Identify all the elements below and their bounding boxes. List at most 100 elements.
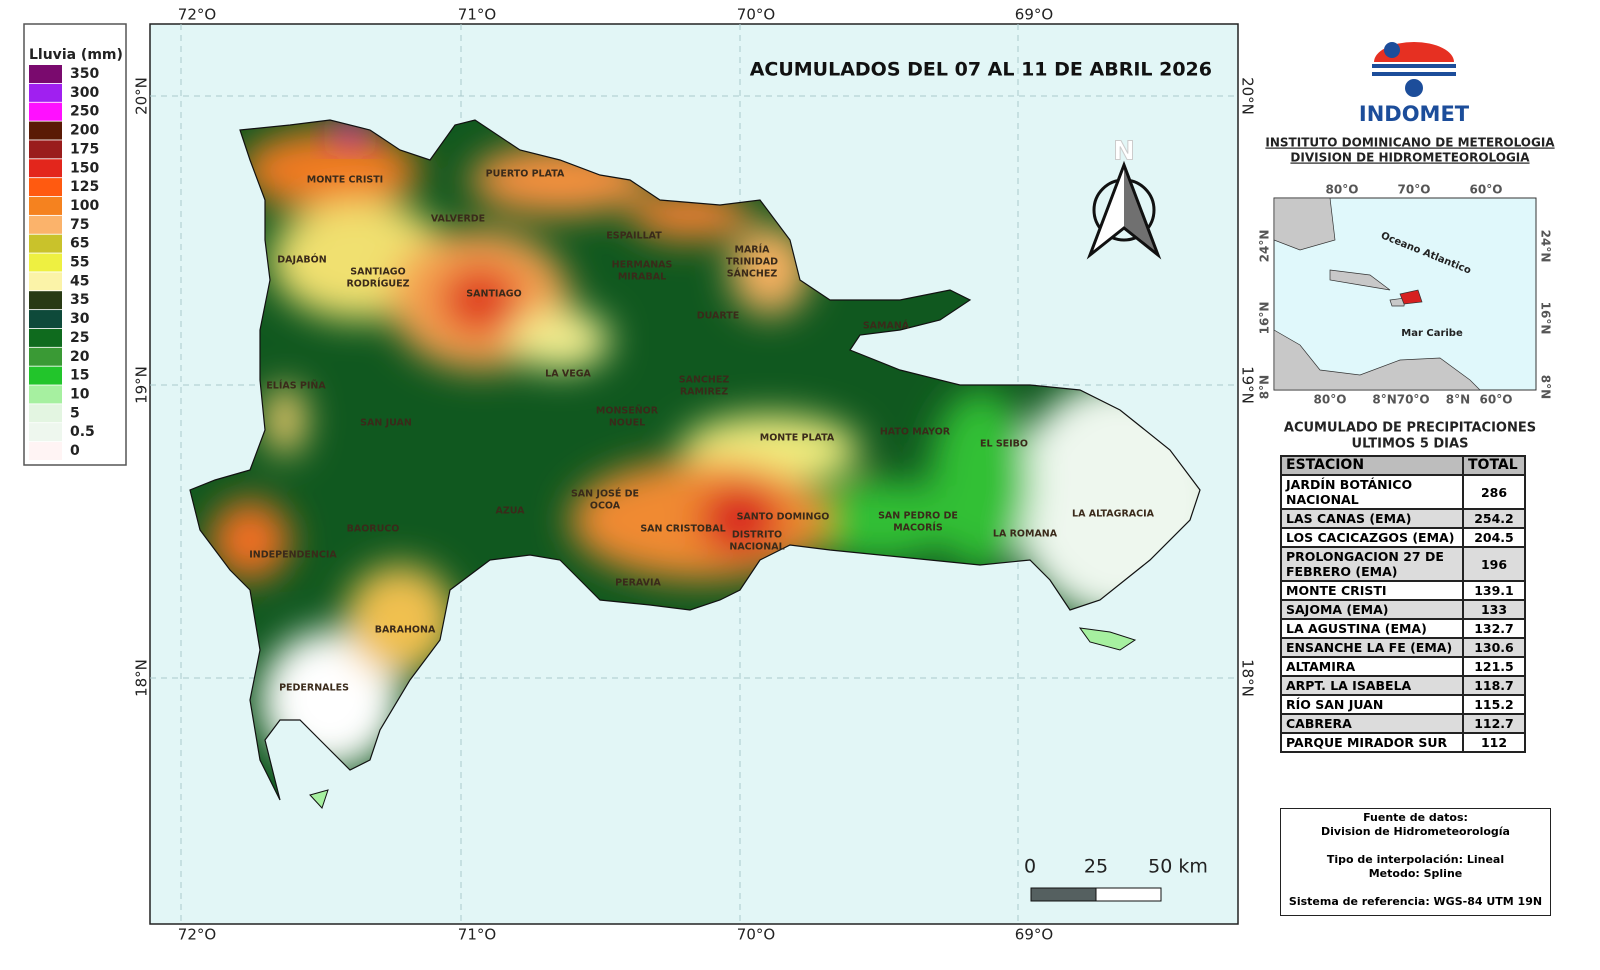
legend-label: 100 (70, 198, 99, 214)
province-label: SANTO DOMINGO (737, 512, 830, 523)
table-cell: TOTAL (1462, 455, 1526, 476)
table-cell: SAJOMA (EMA) (1280, 599, 1464, 620)
legend-label: 65 (70, 236, 89, 252)
lon-label: 69°O (1015, 926, 1053, 944)
inset-lon: 80°O (1314, 393, 1347, 407)
province-label: MARÍA (734, 244, 770, 256)
province-label: EL SEIBO (980, 439, 1028, 450)
legend-label: 350 (70, 66, 99, 82)
lon-label: 71°O (458, 926, 496, 944)
table-cell: ESTACION (1280, 455, 1464, 476)
table-title: ULTIMOS 5 DIAS (1352, 437, 1469, 452)
legend-swatch (29, 83, 62, 102)
province-label: BAORUCO (347, 524, 400, 535)
legend-label: 175 (70, 141, 99, 157)
province-label: DUARTE (697, 311, 740, 322)
table-cell: 133 (1462, 599, 1526, 620)
province-label: SANTIAGO (466, 289, 521, 300)
table-row: CABRERA 112.7 (1280, 713, 1526, 734)
legend-label: 55 (70, 255, 89, 271)
inset-dr (1399, 289, 1423, 305)
province-label: INDEPENDENCIA (249, 550, 337, 561)
table-row: RÍO SAN JUAN 115.2 (1280, 694, 1526, 715)
institute: INSTITUTO DOMINICANO DE METEROLOGIA (1265, 136, 1555, 150)
inset-lon: 80°O (1326, 183, 1359, 197)
north-label: N (1113, 137, 1135, 167)
province-label: HERMANAS (612, 260, 673, 271)
legend-swatch (29, 404, 62, 423)
province-label: MACORÍS (893, 522, 943, 534)
legend-swatch (29, 140, 62, 159)
scale-label: 50 km (1148, 856, 1208, 878)
source-line: Metodo: Spline (1368, 867, 1463, 880)
province-label: SANTIAGO (350, 267, 405, 278)
table-cell: 132.7 (1462, 618, 1526, 639)
source-line: Tipo de interpolación: Lineal (1326, 853, 1505, 866)
table-cell: ALTAMIRA (1280, 656, 1464, 677)
inset-lat: 16°N (1258, 302, 1272, 335)
table-row: PROLONGACION 27 DE FEBRERO (EMA) 196 (1280, 546, 1526, 582)
legend-swatch (29, 234, 62, 253)
legend-swatch (29, 253, 62, 272)
legend-swatch (29, 272, 62, 291)
table-cell: RÍO SAN JUAN (1280, 694, 1464, 715)
table-cell: MONTE CRISTI (1280, 580, 1464, 601)
lat-label: 19°N (133, 366, 151, 404)
inset-lat: 8°N (1539, 375, 1553, 399)
table-cell: 112 (1462, 732, 1526, 753)
legend-label: 30 (70, 311, 90, 327)
province-label: HATO MAYOR (880, 427, 951, 438)
province-label: AZUA (495, 506, 525, 517)
legend-swatch (29, 215, 62, 234)
legend-swatch (29, 65, 62, 83)
inset-land (1273, 197, 1481, 391)
legend-title: Lluvia (mm) (29, 47, 123, 63)
lon-label: 71°O (458, 6, 496, 24)
legend-label: 0 (70, 443, 80, 459)
table-cell: 196 (1462, 546, 1526, 582)
table-cell: LA AGUSTINA (EMA) (1280, 618, 1464, 639)
province-label: ELÍAS PIÑA (266, 380, 326, 392)
inset-lat: 24°N (1258, 230, 1272, 263)
table-row: PARQUE MIRADOR SUR 112 (1280, 732, 1526, 753)
table-cell: LOS CACICAZGOS (EMA) (1280, 527, 1464, 548)
source-line: Division de Hidrometeorología (1321, 825, 1510, 838)
lat-label: 19°N (1239, 366, 1257, 404)
legend-label: 10 (70, 386, 90, 402)
province-label: SAN JOSÉ DE (571, 488, 639, 500)
province-label: MONTE CRISTI (307, 175, 383, 186)
province-label: TRINIDAD (726, 257, 778, 268)
province-label: BARAHONA (375, 625, 436, 636)
inset-lon: 8°N70°O (1372, 393, 1429, 407)
province-label: LA ROMANA (993, 529, 1058, 540)
table-header: ESTACION TOTAL (1280, 455, 1526, 476)
scale-bar-dark (1030, 887, 1097, 902)
lon-label: 72°O (178, 926, 216, 944)
table-cell: 204.5 (1462, 527, 1526, 548)
province-label: SANCHEZ (679, 375, 730, 386)
lon-label: 69°O (1015, 6, 1053, 24)
legend-label: 75 (70, 217, 89, 233)
inset-lon: 8°N (1446, 393, 1470, 407)
table-cell: JARDÍN BOTÁNICO NACIONAL (1280, 474, 1464, 510)
inset-lon: 60°O (1470, 183, 1503, 197)
inset-lon: 60°O (1480, 393, 1513, 407)
legend-swatch (29, 121, 62, 140)
beata (309, 789, 329, 809)
inset-lon: 70°O (1398, 183, 1431, 197)
province-label: PUERTO PLATA (486, 169, 565, 180)
legend-label: 125 (70, 179, 99, 195)
table-row: MONTE CRISTI 139.1 (1280, 580, 1526, 601)
legend-swatch (29, 291, 62, 310)
province-label: RODRÍGUEZ (346, 278, 409, 290)
legend-swatch (29, 196, 62, 215)
legend-label: 0.5 (70, 424, 95, 440)
province-label: NACIONAL (729, 542, 784, 553)
map-title: ACUMULADOS DEL 07 AL 11 DE ABRIL 2026 (750, 59, 1212, 81)
province-label: DISTRITO (732, 530, 782, 541)
north-arrow (1086, 160, 1162, 260)
inset-lat: 8°N (1258, 375, 1272, 399)
legend-label: 25 (70, 330, 89, 346)
